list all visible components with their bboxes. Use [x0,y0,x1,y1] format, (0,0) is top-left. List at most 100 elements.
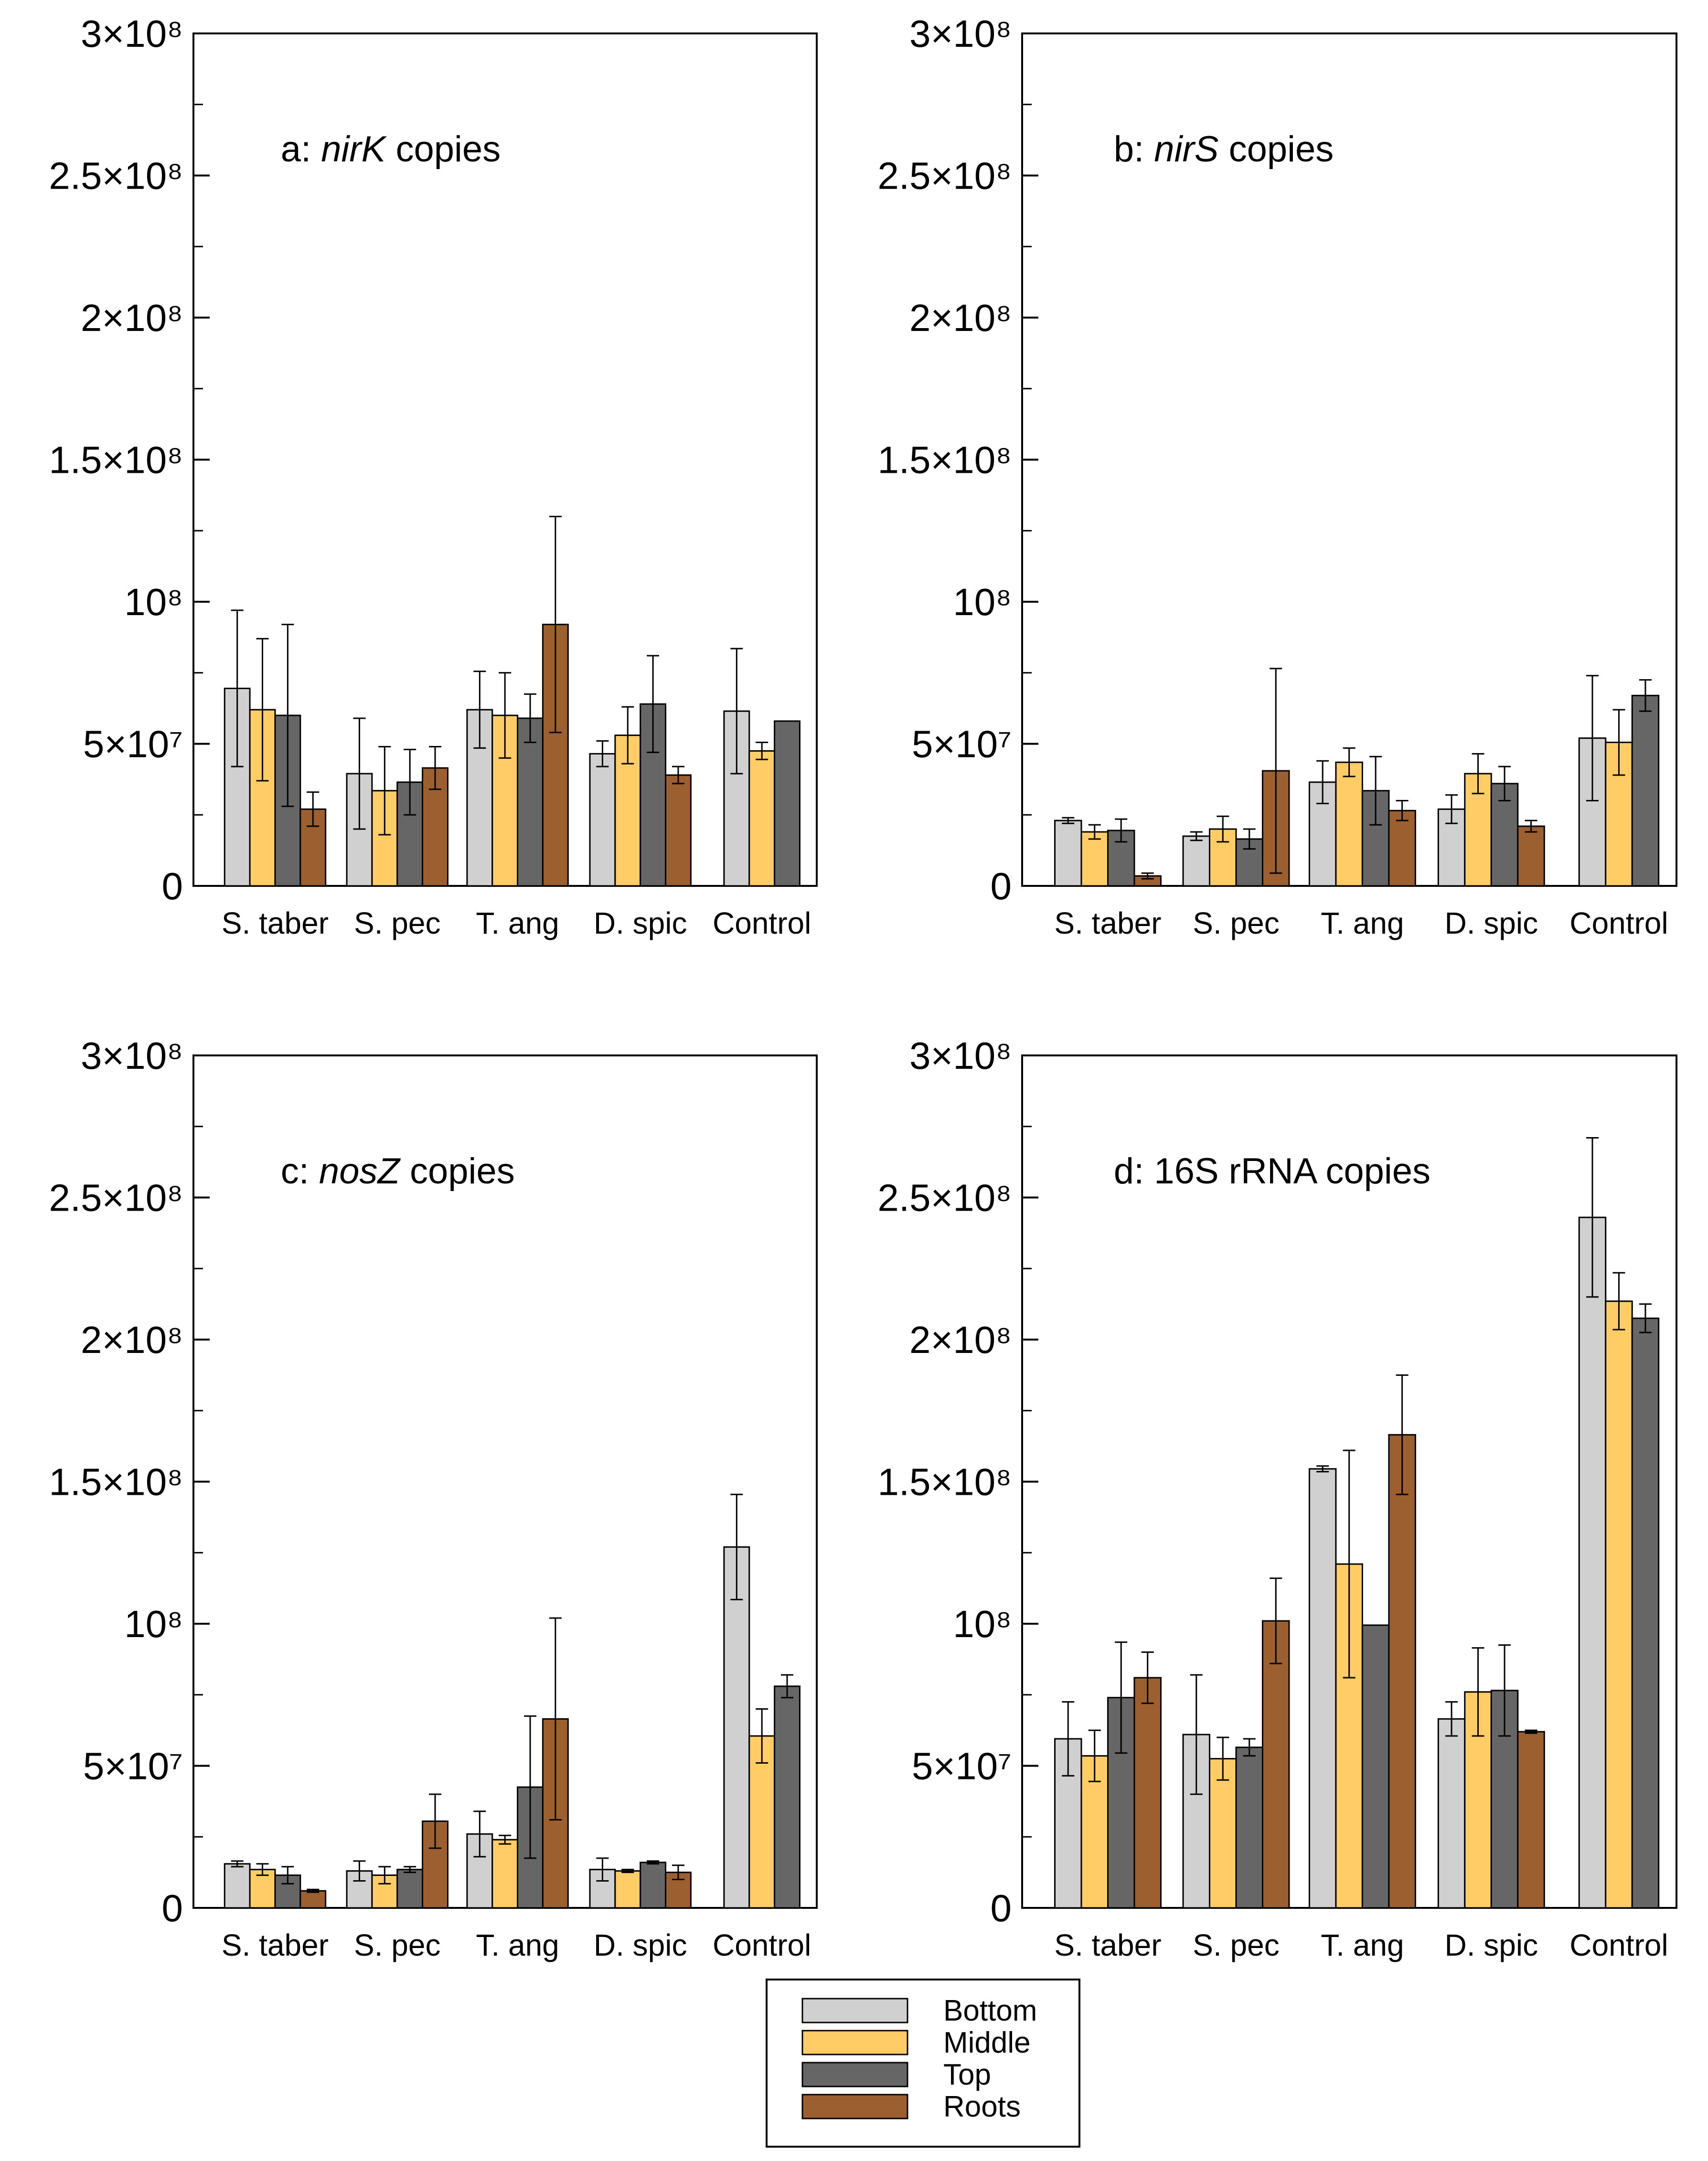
x-category-label: D. spic [1444,906,1538,940]
panel-title-suffix: copies [400,1151,515,1192]
x-category-label: S. pec [1193,1928,1279,1962]
bar-bottom [723,1546,750,1909]
y-tick-label: 10⁸ [124,581,183,623]
panel-title-prefix: c: [281,1151,319,1192]
x-category-label: D. spic [594,1928,687,1962]
y-tick-label: 2.5×10⁸ [877,155,1012,197]
bar-middle [1335,761,1363,887]
y-tick-label: 5×10⁷ [912,1745,1012,1788]
bar-roots [1517,825,1545,887]
y-tick-label: 5×10⁷ [83,1745,183,1788]
legend-swatch-roots [801,2094,908,2119]
bar-roots [665,774,692,887]
x-category-label: Control [1569,906,1668,940]
bar-top [640,1862,667,1909]
panel-title-gene: nirS [1154,129,1218,170]
bar-top [1631,1317,1660,1909]
x-category-label: S. taber [1054,1928,1161,1962]
y-tick-label: 2.5×10⁸ [49,1177,183,1219]
y-tick-label: 2.5×10⁸ [877,1177,1012,1219]
bar-top [1631,694,1660,887]
bar-bottom [1182,835,1211,887]
y-tick-label: 1.5×10⁸ [49,1461,183,1503]
bar-middle [1209,1758,1237,1909]
panel-title-gene: nirK [321,129,387,170]
bar-top [1235,1746,1263,1909]
bar-roots [1133,1677,1162,1909]
y-tick-label: 2×10⁸ [909,297,1012,339]
bar-top [774,1685,801,1909]
y-tick-label: 10⁸ [953,1603,1012,1645]
bar-middle [491,1839,519,1909]
y-tick-label: 0 [991,865,1012,907]
legend-swatch-top [801,2062,908,2087]
y-tick-label: 1.5×10⁸ [877,1461,1012,1503]
bar-bottom [589,753,616,887]
y-tick-label: 2×10⁸ [81,297,183,339]
panel-title-prefix: b: [1114,129,1154,170]
panel-title-suffix: copies [385,129,501,170]
y-tick-label: 10⁸ [953,581,1012,623]
bar-top [517,717,544,887]
y-tick-label: 2×10⁸ [81,1319,183,1361]
y-tick-label: 10⁸ [124,1603,183,1645]
bar-bottom [1437,1718,1466,1909]
y-tick-label: 1.5×10⁸ [49,439,183,481]
x-category-label: S. pec [1193,906,1279,940]
y-tick-label: 3×10⁸ [909,1034,1012,1077]
y-tick-label: 0 [162,865,183,907]
bar-middle [748,750,776,887]
panel-title-suffix: copies [1218,129,1334,170]
x-category-label: T. ang [476,1928,559,1962]
x-category-label: T. ang [1321,906,1404,940]
panel-title: a: nirK copies [281,129,501,170]
y-tick-label: 0 [991,1887,1012,1929]
y-tick-label: 3×10⁸ [81,12,183,55]
legend-label-middle: Middle [943,2026,1031,2059]
panel-d: 0 5×10⁷ 10⁸ 1.5×10⁸ 2×10⁸ 2.5×10⁸ 3×10⁸ d: 16S … [877,1034,1677,1962]
bar-roots [1388,809,1416,887]
x-category-label: S. pec [354,906,440,940]
x-category-label: S. pec [354,1928,440,1962]
bar-bottom [1308,781,1337,887]
panel-title-prefix: a: [281,129,321,170]
bar-bottom [1578,1216,1607,1909]
panel-a: 0 5×10⁷ 10⁸ 1.5×10⁸ 2×10⁸ 2.5×10⁸ 3×10⁸ a: nirK… [49,12,818,940]
bar-middle [1080,831,1109,887]
panel-title: d: 16S rRNA copies [1114,1151,1430,1192]
x-category-label: Control [713,906,811,940]
legend-label-top: Top [943,2058,991,2091]
y-tick-label: 5×10⁷ [912,723,1012,766]
y-tick-label: 0 [162,1887,183,1929]
bar-roots [1388,1434,1416,1909]
panels: 0 5×10⁷ 10⁸ 1.5×10⁸ 2×10⁸ 2.5×10⁸ 3×10⁸ a: nirK… [49,12,1677,1962]
bar-middle [1605,1300,1633,1909]
bar-roots [299,1890,327,1909]
panel-title: b: nirS copies [1114,129,1334,170]
panel-title-prefix: d: 16S rRNA copies [1114,1151,1430,1192]
y-tick-label: 3×10⁸ [909,12,1012,55]
legend-swatch-bottom [801,1998,908,2023]
y-tick-label: 2.5×10⁸ [49,155,183,197]
bar-roots [1261,1620,1290,1909]
bar-roots [1517,1731,1545,1909]
y-tick-label: 3×10⁸ [81,1034,183,1077]
bar-bottom [224,1863,251,1909]
bar-middle [614,1870,641,1909]
bar-bottom [1054,820,1082,887]
y-tick-label: 5×10⁷ [83,723,183,766]
panel-title-gene: nosZ [319,1151,401,1192]
x-category-label: S. taber [222,1928,329,1962]
x-category-label: S. taber [1054,906,1161,940]
legend-label-roots: Roots [943,2090,1021,2123]
x-category-label: Control [1569,1928,1668,1962]
bar-top [396,1869,424,1909]
bar-top [1361,1624,1390,1909]
panel-b: 0 5×10⁷ 10⁸ 1.5×10⁸ 2×10⁸ 2.5×10⁸ 3×10⁸ b: nirS… [877,12,1677,940]
bar-bottom [1308,1468,1337,1909]
y-tick-label: 2×10⁸ [909,1319,1012,1361]
legend-label-bottom: Bottom [943,1994,1037,2027]
legend-swatch-middle [801,2030,908,2055]
